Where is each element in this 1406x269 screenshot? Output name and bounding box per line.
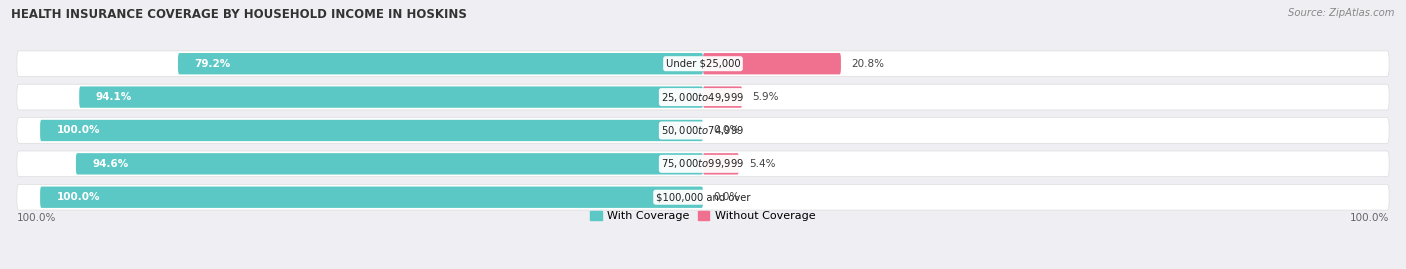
Text: 20.8%: 20.8%	[851, 59, 884, 69]
FancyBboxPatch shape	[17, 84, 1389, 110]
FancyBboxPatch shape	[703, 153, 740, 175]
Legend: With Coverage, Without Coverage: With Coverage, Without Coverage	[586, 207, 820, 226]
FancyBboxPatch shape	[17, 151, 1389, 177]
Text: 5.4%: 5.4%	[749, 159, 775, 169]
Text: $50,000 to $74,999: $50,000 to $74,999	[661, 124, 745, 137]
Text: $100,000 and over: $100,000 and over	[655, 192, 751, 202]
Text: 100.0%: 100.0%	[1350, 213, 1389, 223]
FancyBboxPatch shape	[17, 184, 1389, 210]
Text: $25,000 to $49,999: $25,000 to $49,999	[661, 91, 745, 104]
Text: $75,000 to $99,999: $75,000 to $99,999	[661, 157, 745, 170]
Text: Under $25,000: Under $25,000	[665, 59, 741, 69]
Text: 5.9%: 5.9%	[752, 92, 779, 102]
Text: 0.0%: 0.0%	[713, 192, 740, 202]
FancyBboxPatch shape	[41, 186, 703, 208]
Text: 100.0%: 100.0%	[17, 213, 56, 223]
FancyBboxPatch shape	[17, 51, 1389, 77]
FancyBboxPatch shape	[703, 86, 742, 108]
Text: Source: ZipAtlas.com: Source: ZipAtlas.com	[1288, 8, 1395, 18]
Text: HEALTH INSURANCE COVERAGE BY HOUSEHOLD INCOME IN HOSKINS: HEALTH INSURANCE COVERAGE BY HOUSEHOLD I…	[11, 8, 467, 21]
FancyBboxPatch shape	[17, 118, 1389, 143]
Text: 79.2%: 79.2%	[194, 59, 231, 69]
Text: 100.0%: 100.0%	[56, 192, 100, 202]
Text: 0.0%: 0.0%	[713, 125, 740, 136]
FancyBboxPatch shape	[79, 86, 703, 108]
FancyBboxPatch shape	[703, 53, 841, 75]
Text: 100.0%: 100.0%	[56, 125, 100, 136]
FancyBboxPatch shape	[41, 120, 703, 141]
FancyBboxPatch shape	[179, 53, 703, 75]
FancyBboxPatch shape	[76, 153, 703, 175]
Text: 94.6%: 94.6%	[93, 159, 129, 169]
Text: 94.1%: 94.1%	[96, 92, 132, 102]
